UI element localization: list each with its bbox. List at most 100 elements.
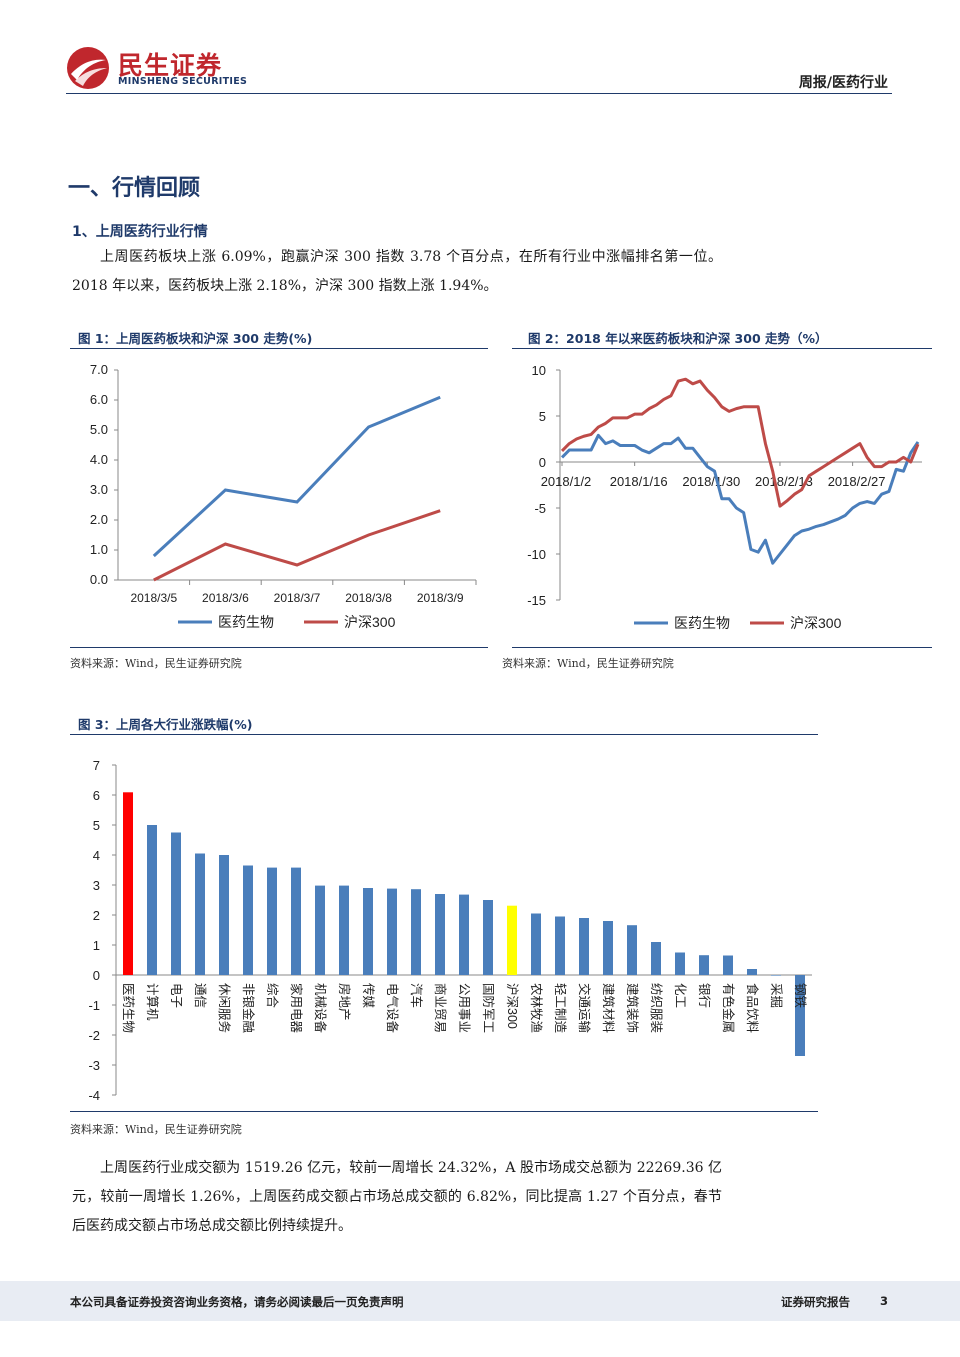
figure-3-title: 图 3：上周各大行业涨跌幅(%) <box>78 717 253 732</box>
x-category-label: 轻工制造 <box>553 983 567 1034</box>
x-tick-label: 2018/3/5 <box>130 591 177 605</box>
x-category-label: 食品饮料 <box>745 983 760 1034</box>
y-tick-label: 5.0 <box>90 422 108 437</box>
x-category-label: 综合 <box>265 983 280 1009</box>
bar-电气设备 <box>387 888 397 975</box>
x-category-label: 纺织服装 <box>649 983 663 1033</box>
x-category-label: 建筑材料 <box>601 983 616 1034</box>
bar-电子 <box>171 832 181 975</box>
x-category-label: 医药生物 <box>121 983 135 1033</box>
bar-银行 <box>699 955 709 975</box>
y-tick-label: 4.0 <box>90 452 108 467</box>
footer-disclaimer: 本公司具备证券投资咨询业务资格，请务必阅读最后一页免责声明 <box>70 1295 404 1309</box>
y-tick-label: 3.0 <box>90 482 108 497</box>
x-category-label: 交通运输 <box>577 983 592 1034</box>
figure-3-bottom-rule <box>70 1111 818 1112</box>
bar-化工 <box>675 952 685 975</box>
x-category-label: 化工 <box>673 983 687 1008</box>
x-tick-label: 2018/3/6 <box>202 591 249 605</box>
x-tick-label: 2018/2/13 <box>755 474 813 489</box>
y-tick-label: -1 <box>88 998 100 1013</box>
paragraph-turnover: 上周医药行业成交额为 1519.26 亿元，较前一周增长 24.32%，A 股市… <box>72 1160 722 1234</box>
x-category-label: 休闲服务 <box>217 983 232 1033</box>
bar-传媒 <box>363 888 373 975</box>
figure-3-bar-chart: -4 -3 -2 -1 0 1 2 3 4 5 6 7 医药生物 计算机 电子 通信 休闲服务 非银金融 综合 家用电… <box>88 758 812 1103</box>
figure-3-source: 资料来源：Wind，民生证券研究院 <box>70 1123 242 1136</box>
x-category-label: 农林牧渔 <box>529 983 543 1033</box>
footer-page-number: 3 <box>880 1294 889 1308</box>
x-category-label: 电子 <box>169 983 183 1008</box>
brand-name-en: MINSHENG SECURITIES <box>118 76 248 87</box>
y-tick-label: 5 <box>539 409 546 424</box>
x-tick-label: 2018/1/16 <box>610 474 668 489</box>
figure-1-line-chart: 0.0 1.0 2.0 3.0 4.0 5.0 6.0 7.0 2018/3/5 2018/3/6… <box>90 362 477 630</box>
bar-机械设备 <box>315 885 325 975</box>
x-category-label: 建筑装饰 <box>625 983 640 1033</box>
x-tick-label: 2018/3/8 <box>345 591 392 605</box>
bar-纺织服装 <box>651 942 661 975</box>
y-tick-label: -2 <box>88 1028 100 1043</box>
x-category-label: 公用事业 <box>457 983 471 1033</box>
brand-name-cn: 民生证券 <box>118 51 223 80</box>
y-tick-label: 2.0 <box>90 512 108 527</box>
bar-房地产 <box>339 885 349 975</box>
bar-沪深300 <box>507 905 517 975</box>
bar-交通运输 <box>579 918 589 975</box>
legend-label: 沪深300 <box>790 615 842 631</box>
figure-2-bottom-rule <box>512 647 932 648</box>
y-tick-label: 0.0 <box>90 572 108 587</box>
series-line-1 <box>153 509 441 582</box>
figure-1-bottom-rule <box>70 647 488 648</box>
x-category-label: 银行 <box>697 983 711 1008</box>
x-category-label: 商业贸易 <box>433 983 448 1033</box>
x-tick-label: 2018/1/30 <box>682 474 740 489</box>
footer-bar <box>0 1281 960 1321</box>
minsheng-logo-icon <box>67 47 109 89</box>
x-category-label: 国防军工 <box>481 983 496 1033</box>
figure-2-rule <box>512 348 932 349</box>
footer-report-type: 证券研究报告 <box>781 1295 850 1309</box>
x-tick-label: 2018/1/2 <box>541 474 592 489</box>
series-line-1 <box>560 377 920 508</box>
y-tick-label: 2 <box>93 908 100 923</box>
bar-非银金融 <box>243 865 253 975</box>
y-tick-label: -3 <box>88 1058 100 1073</box>
bar-综合 <box>267 867 277 975</box>
bar-采掘 <box>771 975 781 976</box>
figure-1-title: 图 1：上周医药板块和沪深 300 走势(%) <box>78 331 313 346</box>
x-category-label: 非银金融 <box>241 983 256 1034</box>
figure-2-title: 图 2：2018 年以来医药板块和沪深 300 走势（%） <box>528 331 828 346</box>
subsection-title: 1、上周医药行业行情 <box>72 224 208 240</box>
y-tick-label: 7.0 <box>90 362 108 377</box>
bar-计算机 <box>147 825 157 975</box>
y-tick-label: 1.0 <box>90 542 108 557</box>
x-category-label: 家用电器 <box>289 983 304 1034</box>
figure-2-source: 资料来源：Wind，民生证券研究院 <box>502 657 674 670</box>
x-category-label: 钢铁 <box>793 983 807 1009</box>
y-tick-label: 6.0 <box>90 392 108 407</box>
bar-休闲服务 <box>219 855 229 975</box>
bar-通信 <box>195 853 205 975</box>
y-tick-label: -10 <box>527 547 546 562</box>
legend-label: 沪深300 <box>344 614 396 630</box>
x-tick-label: 2018/3/9 <box>417 591 464 605</box>
bar-国防军工 <box>483 900 493 975</box>
y-tick-label: 4 <box>93 848 100 863</box>
bar-建筑材料 <box>603 921 613 975</box>
header-divider <box>66 93 892 94</box>
bar-农林牧渔 <box>531 913 541 975</box>
x-category-label: 沪深300 <box>505 983 519 1029</box>
report-tag: 周报/医药行业 <box>798 75 888 91</box>
y-tick-label: 0 <box>93 968 100 983</box>
y-tick-label: 10 <box>532 363 546 378</box>
y-tick-label: 0 <box>539 455 546 470</box>
y-tick-label: 7 <box>93 758 100 773</box>
x-category-label: 房地产 <box>337 983 352 1021</box>
bar-家用电器 <box>291 867 301 975</box>
x-category-label: 计算机 <box>145 983 160 1021</box>
legend-label: 医药生物 <box>218 614 274 630</box>
x-category-label: 电气设备 <box>385 983 400 1034</box>
bar-医药生物 <box>123 792 133 975</box>
x-category-label: 通信 <box>193 983 207 1008</box>
x-category-label: 采掘 <box>769 983 784 1008</box>
